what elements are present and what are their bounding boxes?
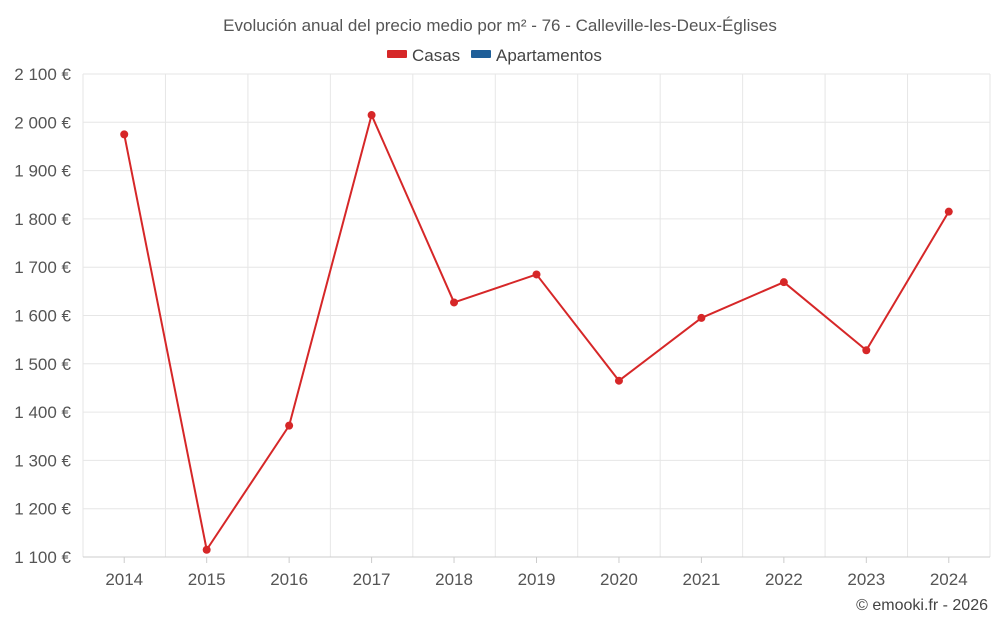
x-tick-label: 2023 bbox=[847, 570, 885, 589]
legend-item-apartamentos[interactable]: Apartamentos bbox=[471, 46, 602, 65]
y-tick-label: 1 600 € bbox=[14, 307, 71, 326]
legend-label-apartamentos: Apartamentos bbox=[496, 46, 602, 65]
y-gridlines bbox=[83, 73, 990, 510]
x-tick-label: 2024 bbox=[930, 570, 968, 589]
legend-swatch-casas bbox=[387, 50, 407, 58]
x-tick-label: 2017 bbox=[353, 570, 391, 589]
data-point-casas-2014[interactable] bbox=[120, 130, 129, 139]
y-tick-label: 1 100 € bbox=[14, 548, 71, 567]
y-tick-label: 1 900 € bbox=[14, 162, 71, 181]
x-tick-label: 2016 bbox=[270, 570, 308, 589]
data-point-casas-2018[interactable] bbox=[450, 298, 459, 307]
x-tick-label: 2022 bbox=[765, 570, 803, 589]
y-tick-label: 1 200 € bbox=[14, 500, 71, 519]
credit-text: © emooki.fr - 2026 bbox=[856, 597, 988, 614]
data-point-casas-2015[interactable] bbox=[202, 545, 211, 554]
x-axis-ticks: 2014 2015 2016 2017 2018 2019 2020 2021 2022 2023… bbox=[105, 557, 968, 589]
y-tick-label: 1 500 € bbox=[14, 355, 71, 374]
legend-item-casas[interactable]: Casas bbox=[387, 46, 460, 65]
data-point-casas-2021[interactable] bbox=[697, 313, 706, 322]
data-point-casas-2020[interactable] bbox=[614, 376, 623, 385]
data-point-casas-2019[interactable] bbox=[532, 270, 541, 279]
x-tick-label: 2015 bbox=[188, 570, 226, 589]
data-point-casas-2017[interactable] bbox=[367, 111, 376, 120]
y-axis-ticks: 1 100 € 1 200 € 1 300 € 1 400 € 1 500 € 1 600… bbox=[14, 65, 71, 567]
data-point-casas-2022[interactable] bbox=[779, 278, 788, 287]
data-point-casas-2024[interactable] bbox=[944, 207, 953, 216]
y-tick-label: 1 700 € bbox=[14, 258, 71, 277]
chart-title: Evolución anual del precio medio por m² … bbox=[223, 16, 777, 35]
y-tick-label: 1 300 € bbox=[14, 451, 71, 470]
legend-swatch-apartamentos bbox=[471, 50, 491, 58]
data-point-casas-2023[interactable] bbox=[862, 346, 871, 355]
x-tick-label: 2018 bbox=[435, 570, 473, 589]
data-point-casas-2016[interactable] bbox=[285, 421, 294, 430]
legend: Casas Apartamentos bbox=[387, 46, 602, 65]
x-gridlines bbox=[82, 74, 991, 557]
y-tick-label: 2 000 € bbox=[14, 113, 71, 132]
x-tick-label: 2020 bbox=[600, 570, 638, 589]
y-tick-label: 1 800 € bbox=[14, 210, 71, 229]
legend-label-casas: Casas bbox=[412, 46, 460, 65]
series-group bbox=[120, 111, 953, 554]
y-tick-label: 1 400 € bbox=[14, 403, 71, 422]
x-tick-label: 2014 bbox=[105, 570, 143, 589]
x-tick-label: 2019 bbox=[518, 570, 556, 589]
x-tick-label: 2021 bbox=[682, 570, 720, 589]
y-tick-label: 2 100 € bbox=[14, 65, 71, 84]
